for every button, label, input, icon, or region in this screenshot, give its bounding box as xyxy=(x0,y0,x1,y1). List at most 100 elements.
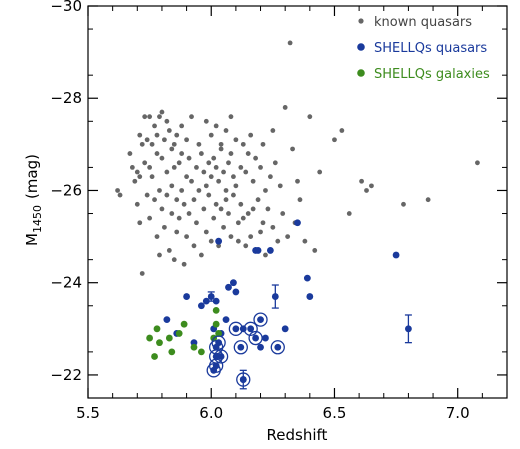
data-point xyxy=(260,141,266,147)
data-point xyxy=(243,169,249,175)
y-axis-title-unit: (mag) xyxy=(23,154,41,199)
data-point xyxy=(216,178,222,184)
data-point xyxy=(162,137,167,143)
data-point xyxy=(171,165,177,170)
data-point xyxy=(208,132,214,138)
data-point xyxy=(254,247,262,254)
legend: known quasars SHELLQs quasars SHELLQs gala… xyxy=(357,15,490,82)
data-point xyxy=(152,123,157,129)
data-point xyxy=(223,128,229,133)
data-point xyxy=(184,174,189,180)
data-point xyxy=(154,234,160,239)
data-point xyxy=(164,192,170,198)
data-point xyxy=(159,206,165,212)
data-point xyxy=(151,353,158,360)
data-point xyxy=(174,229,180,235)
legend-label: SHELLQs quasars xyxy=(374,41,487,56)
data-point xyxy=(156,339,163,347)
data-point xyxy=(218,206,224,212)
data-point xyxy=(152,197,157,203)
x-axis-title: Redshift xyxy=(267,426,328,444)
data-point xyxy=(206,192,212,198)
data-point-with-error xyxy=(271,293,279,300)
data-point xyxy=(257,343,264,351)
data-point xyxy=(164,118,170,124)
data-point xyxy=(149,141,155,147)
data-point xyxy=(233,137,239,143)
data-point xyxy=(295,178,300,184)
data-point xyxy=(253,155,258,161)
data-point xyxy=(194,220,199,226)
x-axis: 5.5 6.0 6.5 7.0 xyxy=(76,6,508,422)
data-point xyxy=(215,237,223,245)
data-point xyxy=(250,178,256,184)
data-point xyxy=(179,151,185,156)
data-point xyxy=(260,220,266,226)
data-point xyxy=(176,160,182,166)
data-point xyxy=(139,141,145,147)
data-point xyxy=(475,160,480,166)
data-point xyxy=(245,151,251,156)
x-tick-label: 7.0 xyxy=(446,404,470,422)
data-point xyxy=(238,165,244,170)
data-point xyxy=(238,201,244,207)
legend-marker xyxy=(357,43,365,51)
data-point xyxy=(287,40,293,46)
data-point xyxy=(179,188,185,193)
data-point xyxy=(226,211,231,216)
data-point xyxy=(218,146,224,152)
data-point xyxy=(297,197,303,203)
data-point xyxy=(198,151,204,156)
circled-point-ring xyxy=(236,372,251,387)
circled-point xyxy=(274,343,282,351)
data-point xyxy=(181,201,187,207)
data-point xyxy=(258,229,263,235)
data-point xyxy=(265,206,271,212)
data-point xyxy=(222,316,230,323)
data-point xyxy=(142,160,148,166)
data-point xyxy=(191,197,197,203)
data-point xyxy=(245,211,251,216)
data-point xyxy=(262,334,269,342)
circled-point xyxy=(247,325,255,333)
legend-label: known quasars xyxy=(374,15,472,30)
data-point xyxy=(233,183,239,189)
circled-point xyxy=(239,376,247,383)
data-point xyxy=(201,169,207,175)
data-point xyxy=(174,197,180,203)
data-point xyxy=(235,220,241,226)
data-point xyxy=(212,297,220,305)
data-point xyxy=(212,306,220,314)
data-point xyxy=(186,211,192,216)
x-tick-label: 6.5 xyxy=(323,404,347,422)
circled-point xyxy=(212,362,220,370)
data-point xyxy=(216,243,222,249)
data-points xyxy=(115,40,480,390)
data-point xyxy=(281,325,289,333)
data-point xyxy=(213,165,219,170)
data-point xyxy=(307,114,313,120)
data-point xyxy=(168,348,176,356)
data-point xyxy=(239,325,247,333)
data-point xyxy=(157,114,162,120)
data-point xyxy=(258,165,263,170)
data-point-with-error xyxy=(405,325,412,333)
series-shellqs-quasars xyxy=(163,219,400,351)
data-point xyxy=(425,197,431,203)
data-point xyxy=(159,155,165,161)
data-point xyxy=(266,247,274,254)
data-point-with-error xyxy=(202,297,210,305)
circled-point-ring xyxy=(228,321,244,336)
series-known-quasars xyxy=(115,40,480,276)
data-point xyxy=(228,234,234,239)
data-point xyxy=(171,141,177,147)
data-point xyxy=(142,114,148,120)
data-point xyxy=(280,211,286,216)
data-point xyxy=(203,118,209,124)
data-point xyxy=(181,261,187,267)
data-point xyxy=(183,293,190,300)
data-point xyxy=(157,188,162,193)
data-point xyxy=(147,114,153,120)
data-point xyxy=(223,197,229,203)
data-point xyxy=(166,248,172,253)
